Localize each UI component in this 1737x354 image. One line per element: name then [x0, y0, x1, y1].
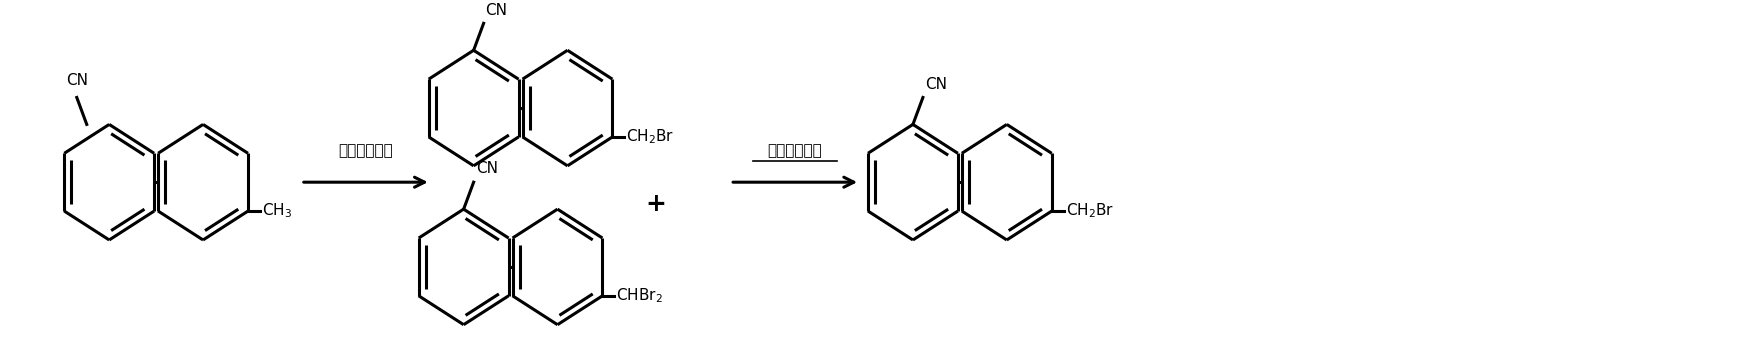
Text: 自由基引发剂: 自由基引发剂 [339, 143, 393, 158]
Text: CH$_3$: CH$_3$ [262, 202, 292, 221]
Text: CN: CN [476, 161, 497, 176]
Text: CHBr$_2$: CHBr$_2$ [617, 286, 664, 305]
Text: CH$_2$Br: CH$_2$Br [1067, 202, 1113, 221]
Text: CN: CN [66, 73, 89, 88]
Text: +: + [644, 192, 665, 216]
Text: CN: CN [924, 77, 947, 92]
Text: CH$_2$Br: CH$_2$Br [627, 127, 674, 146]
Text: CN: CN [486, 2, 507, 18]
Text: 亚磷酸二乙酯: 亚磷酸二乙酯 [768, 143, 823, 158]
